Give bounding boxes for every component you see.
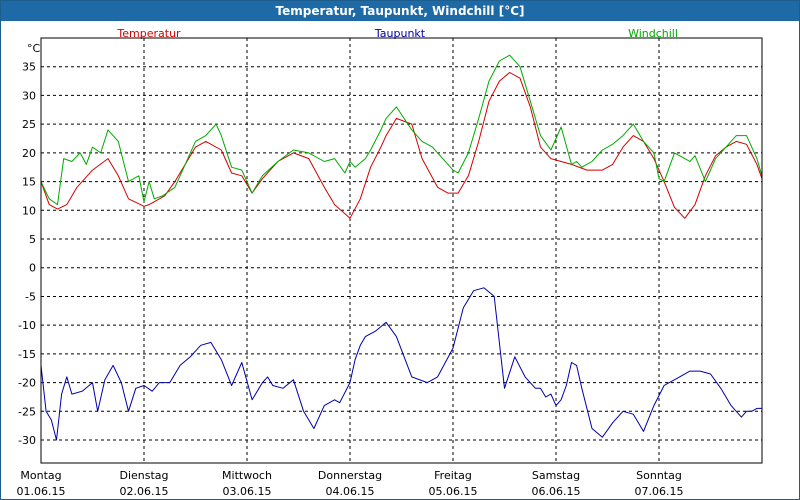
y-tick-label: 15	[22, 176, 36, 189]
y-tick-label: 10	[22, 204, 36, 217]
x-axis: Montag 01.06.15 Dienstag 02.06.15 Mittwoch 03…	[17, 469, 684, 498]
grid	[41, 38, 762, 463]
y-tick-label: 0	[29, 262, 36, 275]
y-tick-label: 5	[29, 233, 36, 246]
legend: Temperatur Taupunkt Windchill	[116, 27, 678, 40]
series-line-windchill	[40, 54, 763, 206]
y-tick-label: -30	[18, 434, 36, 447]
x-tick-weekday: Samstag	[532, 469, 580, 482]
x-tick-date: 04.06.15	[326, 485, 375, 498]
y-tick-label: -20	[18, 377, 36, 390]
y-tick-label: 25	[22, 118, 36, 131]
x-tick-date: 05.06.15	[429, 485, 478, 498]
legend-temperatur: Temperatur	[116, 27, 181, 40]
x-tick-date: 02.06.15	[120, 485, 169, 498]
series-line-dewpoint	[40, 287, 762, 441]
legend-windchill: Windchill	[628, 27, 678, 40]
x-tick-weekday: Montag	[20, 469, 61, 482]
y-axis: °C 35 30 25 20 15 10 5 0 -5 -10 -15 -20 -25 -30	[18, 42, 40, 447]
x-tick-weekday: Sonntag	[636, 469, 682, 482]
chart-canvas: °C 35 30 25 20 15 10 5 0 -5 -10 -15 -20 -25 -30 Monta…	[17, 27, 763, 498]
series-lines	[40, 54, 763, 441]
y-axis-unit: °C	[27, 42, 41, 55]
y-tick-label: -5	[25, 290, 36, 303]
y-tick-label: -25	[18, 405, 36, 418]
window-title: Temperatur, Taupunkt, Windchill [°C]	[1, 1, 799, 21]
y-tick-label: -15	[18, 348, 36, 361]
plot-frame	[40, 37, 763, 464]
x-tick-weekday: Donnerstag	[318, 469, 382, 482]
series-line-temperature	[40, 72, 763, 219]
x-tick-date: 06.06.15	[532, 485, 581, 498]
y-tick-label: 30	[22, 89, 36, 102]
y-tick-label: 35	[22, 61, 36, 74]
x-tick-date: 07.06.15	[635, 485, 684, 498]
x-tick-weekday: Freitag	[434, 469, 472, 482]
y-tick-label: 20	[22, 147, 36, 160]
x-tick-date: 01.06.15	[17, 485, 66, 498]
x-tick-weekday: Dienstag	[119, 469, 168, 482]
x-tick-weekday: Mittwoch	[222, 469, 272, 482]
y-tick-label: -10	[18, 319, 36, 332]
legend-taupunkt: Taupunkt	[374, 27, 426, 40]
x-tick-date: 03.06.15	[223, 485, 272, 498]
